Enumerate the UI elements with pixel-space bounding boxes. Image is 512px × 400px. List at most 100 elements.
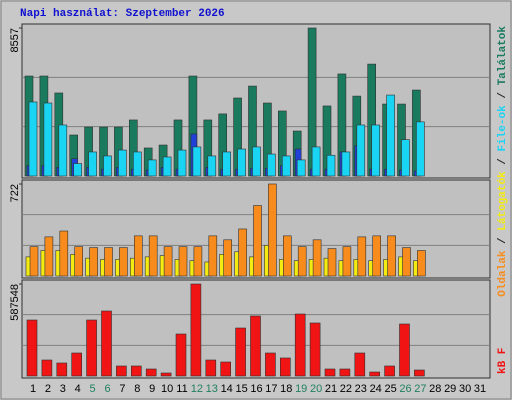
x-tick-label: 29 bbox=[444, 383, 456, 395]
bar bbox=[162, 156, 172, 177]
bar bbox=[178, 246, 188, 277]
bar bbox=[416, 121, 425, 177]
bar bbox=[175, 333, 187, 377]
bar bbox=[252, 146, 261, 177]
legend-separator: / bbox=[497, 158, 509, 165]
x-tick-label: 17 bbox=[265, 383, 277, 395]
y-tick-label: 587548 bbox=[9, 284, 21, 321]
x-tick-label: 3 bbox=[60, 383, 66, 395]
bar bbox=[369, 371, 381, 377]
bar bbox=[279, 357, 291, 377]
bar bbox=[44, 236, 54, 277]
bar bbox=[222, 151, 231, 177]
legend: Oldalak / Látogatók / File-ok / Találato… bbox=[497, 26, 509, 297]
bar bbox=[43, 102, 53, 177]
bar bbox=[356, 124, 366, 177]
x-tick-label: 5 bbox=[90, 383, 96, 395]
x-tick-label: 31 bbox=[474, 383, 486, 395]
x-tick-label: 9 bbox=[149, 383, 155, 395]
bar bbox=[56, 362, 68, 377]
x-tick-label: 11 bbox=[176, 383, 187, 395]
x-tick-label: 23 bbox=[355, 383, 367, 395]
bar bbox=[414, 369, 425, 377]
bar bbox=[339, 368, 351, 377]
x-tick-label: 19 bbox=[295, 383, 307, 395]
bar bbox=[312, 239, 322, 277]
bar bbox=[28, 101, 38, 177]
legend-separator: / bbox=[497, 237, 509, 244]
bar bbox=[326, 154, 336, 177]
bar bbox=[59, 230, 69, 277]
bar bbox=[265, 352, 276, 377]
x-tick-label: 27 bbox=[414, 383, 426, 395]
x-tick-label: 18 bbox=[280, 383, 292, 395]
legend-entry: kB F bbox=[497, 348, 509, 374]
bar bbox=[354, 352, 366, 377]
bar bbox=[133, 151, 142, 177]
x-tick-label: 2 bbox=[45, 383, 51, 395]
bar bbox=[41, 359, 53, 377]
bar bbox=[238, 228, 247, 277]
x-tick-label: 16 bbox=[250, 383, 262, 395]
bar bbox=[296, 159, 306, 177]
bar bbox=[387, 235, 396, 277]
bar bbox=[384, 365, 395, 377]
y-tick-label: 8557 bbox=[9, 28, 21, 52]
x-tick-label: 15 bbox=[235, 383, 247, 395]
bar bbox=[220, 361, 231, 377]
bar bbox=[268, 183, 277, 277]
bar bbox=[327, 248, 337, 277]
bar bbox=[73, 163, 82, 177]
bar bbox=[116, 365, 127, 377]
x-tick-label: 22 bbox=[340, 383, 352, 395]
bar bbox=[371, 124, 381, 177]
legend-entry: Oldalak bbox=[497, 250, 509, 297]
bar bbox=[250, 315, 261, 377]
bar bbox=[148, 235, 158, 277]
bar bbox=[357, 236, 367, 277]
bar bbox=[119, 247, 128, 277]
bar bbox=[86, 319, 97, 377]
x-tick-label: 25 bbox=[384, 383, 396, 395]
x-tick-label: 28 bbox=[429, 383, 441, 395]
bar bbox=[118, 149, 127, 177]
bar bbox=[101, 310, 112, 377]
bar bbox=[147, 159, 157, 177]
chart-title: Napi használat: Szeptember 2026 bbox=[20, 8, 225, 20]
bar bbox=[342, 246, 352, 277]
bar bbox=[190, 283, 202, 377]
bar bbox=[192, 146, 202, 177]
x-tick-label: 21 bbox=[325, 383, 337, 395]
x-tick-label: 20 bbox=[310, 383, 322, 395]
x-tick-label: 1 bbox=[30, 383, 36, 395]
bar bbox=[309, 322, 321, 377]
bar bbox=[134, 235, 143, 277]
bar bbox=[58, 124, 68, 177]
x-tick-label: 30 bbox=[459, 383, 471, 395]
bar bbox=[235, 327, 246, 377]
bar bbox=[399, 323, 410, 377]
bar bbox=[89, 247, 98, 277]
bar bbox=[88, 151, 97, 177]
bar bbox=[297, 246, 307, 277]
bar bbox=[372, 235, 382, 277]
bar bbox=[145, 368, 157, 377]
x-tick-label: 26 bbox=[399, 383, 411, 395]
x-tick-label: 4 bbox=[75, 383, 81, 395]
bar bbox=[402, 247, 411, 277]
legend-entry: Találatok bbox=[497, 26, 509, 86]
x-tick-label: 10 bbox=[161, 383, 173, 395]
bar bbox=[223, 239, 232, 277]
bar bbox=[401, 139, 410, 177]
legend-separator: / bbox=[497, 92, 509, 99]
bar bbox=[163, 246, 173, 277]
bar bbox=[193, 246, 203, 277]
bar bbox=[282, 235, 292, 277]
bar bbox=[74, 246, 83, 277]
bar bbox=[267, 153, 276, 177]
bar bbox=[386, 94, 395, 177]
bar bbox=[324, 368, 336, 377]
x-tick-label: 13 bbox=[206, 383, 218, 395]
